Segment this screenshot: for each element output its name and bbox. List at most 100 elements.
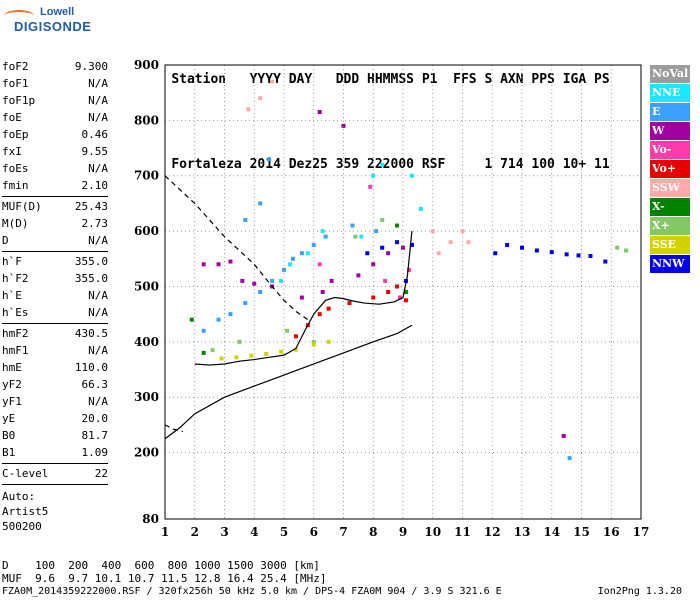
param-name: yF2 [2, 378, 22, 391]
echo-point-x- [237, 339, 242, 344]
legend-item-ssw: SSW [650, 179, 690, 197]
echo-point-vo- [398, 295, 403, 300]
echo-point-ssw [448, 240, 453, 245]
hdr-value-station: Fortaleza [171, 157, 242, 172]
echo-point-nne [320, 229, 325, 234]
y-tick-label: 600 [134, 224, 159, 238]
param-value: 25.43 [74, 200, 108, 213]
echo-point-e [374, 229, 379, 234]
echo-point-nnw [588, 254, 593, 259]
echo-point-e [311, 242, 316, 247]
echo-point-nnw [395, 240, 400, 245]
hdr-value-ddd: 359 [335, 157, 360, 172]
echo-point-w [252, 281, 257, 286]
x-tick-label: 7 [339, 525, 347, 539]
echo-point-nnw [549, 250, 554, 255]
echo-point-e [299, 251, 304, 256]
param-row: foEs N/A [2, 160, 108, 177]
y-tick-label: 200 [134, 446, 159, 460]
param-row: foF1 N/A [2, 75, 108, 92]
param-row: B0 81.7 [2, 427, 108, 444]
x-tick-label: 6 [310, 525, 318, 539]
param-value: 0.46 [81, 128, 109, 141]
param-value: N/A [88, 395, 108, 408]
hdr-label-day: DAY [288, 72, 313, 87]
x-tick-label: 16 [603, 525, 620, 539]
echo-point-e [258, 290, 263, 294]
auto-line2: Artist5 [2, 505, 49, 518]
param-value: N/A [88, 77, 108, 90]
echo-point-w [216, 262, 221, 267]
param-row: M(D) 2.73 [2, 215, 108, 232]
legend-item-e: E [650, 103, 690, 121]
polarization-legend: NoVal NNE E W Vo- Vo+ SSW X- X+ SSE NNW [650, 65, 690, 274]
echo-point-vo- [403, 298, 408, 303]
echo-point-e [243, 301, 248, 306]
echo-point-x- [210, 348, 215, 353]
hdr-value-pps: 100 [531, 157, 555, 172]
echo-point-e [270, 278, 275, 283]
hdr-label-ddd: DDD [335, 72, 360, 87]
x-tick-label: 17 [633, 525, 650, 539]
echo-point-e [216, 317, 221, 322]
echo-point-w [320, 290, 325, 294]
param-value: 9.55 [81, 145, 109, 158]
echo-point-vo- [368, 184, 373, 189]
echo-point-ssw [436, 251, 441, 256]
param-name: yE [2, 412, 16, 425]
echo-point-sse [279, 349, 284, 354]
param-row: foEp 0.46 [2, 126, 108, 143]
legend-item-vo-: Vo+ [650, 160, 690, 178]
echo-point-nnw [520, 245, 524, 250]
auto-line3: 500200 [2, 520, 42, 533]
hdr-label-station: Station [171, 72, 227, 87]
param-name: foF1 [2, 77, 29, 90]
y-tick-label: 300 [134, 390, 159, 404]
x-tick-label: 2 [191, 525, 199, 539]
param-value: 355.0 [74, 255, 108, 268]
param-row: B1 1.09 [2, 444, 108, 461]
echo-point-x- [353, 234, 358, 239]
param-name: foF1p [2, 94, 36, 107]
param-value: N/A [88, 344, 108, 357]
x-tick-label: 15 [573, 525, 590, 539]
param-name: hmF2 [2, 327, 29, 340]
param-value: N/A [88, 111, 108, 124]
station-header: Station YYYY DAY DDD HHMMSS P1 FFS S AXN… [140, 20, 609, 207]
legend-item-x-: X+ [650, 217, 690, 235]
muf-label: MUF [2, 572, 22, 585]
param-row: C-level 22 [2, 465, 108, 482]
param-row: h`F2 355.0 [2, 270, 108, 287]
echo-point-w [561, 433, 566, 438]
hdr-value-iga: 10+ [562, 157, 587, 172]
y-tick-label: 400 [134, 335, 159, 349]
echo-point-sse [234, 355, 239, 360]
x-tick-label: 9 [399, 525, 407, 539]
echo-point-w [299, 295, 304, 300]
echo-point-x- [403, 290, 408, 294]
echo-point-nnw [534, 248, 539, 253]
echo-point-w [386, 251, 391, 256]
y-tick-label: 900 [134, 58, 159, 72]
param-separator [2, 196, 108, 197]
param-value: N/A [88, 289, 108, 302]
param-row: foF1p N/A [2, 92, 108, 109]
hdr-label-p1: P1 [421, 72, 438, 87]
echo-point-nne [359, 234, 364, 239]
echo-point-ssw [258, 96, 263, 101]
echo-point-ssw [460, 229, 465, 234]
param-row: h`E N/A [2, 287, 108, 304]
x-tick-label: 3 [220, 525, 228, 539]
hdr-value-axn: 714 [500, 157, 524, 172]
echo-point-e [267, 157, 272, 162]
hdr-label-hhmmss: HHMMSS [367, 72, 414, 87]
echo-point-nnw [493, 251, 498, 256]
echo-point-vo- [326, 306, 331, 311]
param-name: hmE [2, 361, 22, 374]
param-separator [2, 251, 108, 252]
profile-lower-dashed [164, 424, 183, 433]
param-value: 430.5 [74, 327, 108, 340]
param-name: foF2 [2, 60, 29, 73]
echo-point-e [282, 267, 286, 272]
param-row: yF1 N/A [2, 393, 108, 410]
